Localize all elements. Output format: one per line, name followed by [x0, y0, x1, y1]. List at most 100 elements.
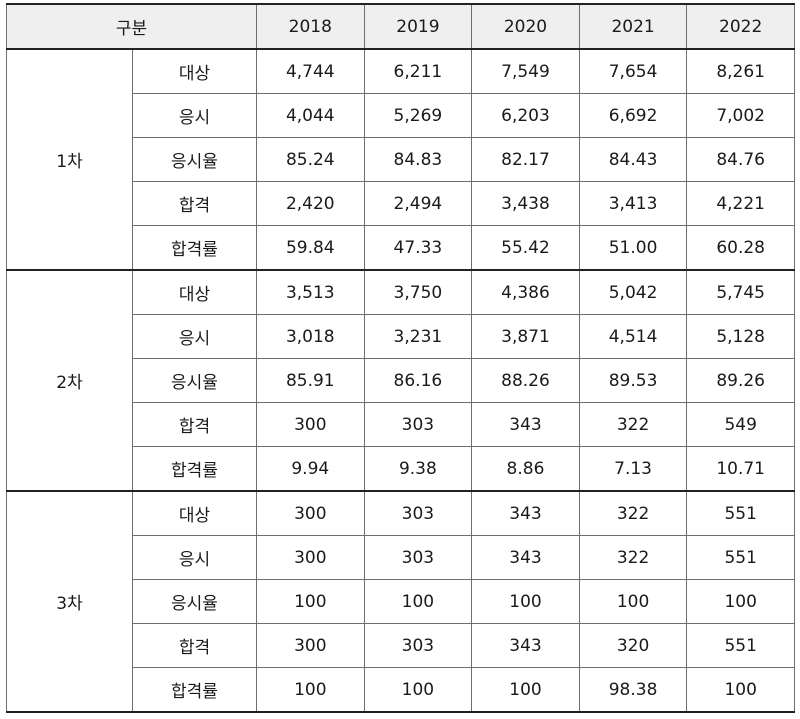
- group-label: 3차: [6, 490, 133, 713]
- table-cell: 303: [363, 490, 473, 536]
- table-cell: 100: [471, 579, 580, 624]
- table-row: 합격 300 303 343 322 549: [7, 402, 795, 447]
- table-cell: 549: [686, 402, 795, 447]
- table-cell: 343: [471, 535, 580, 580]
- table-cell: 3,750: [363, 269, 473, 315]
- row-label: 대상: [132, 269, 257, 315]
- table-cell: 6,211: [363, 48, 473, 94]
- table-cell: 322: [578, 535, 688, 580]
- table-cell: 85.24: [256, 137, 365, 182]
- table-cell: 6,203: [471, 93, 580, 138]
- table-cell: 320: [578, 623, 688, 668]
- row-label: 합격: [132, 181, 257, 226]
- table-cell: 51.00: [578, 225, 688, 271]
- row-label: 응시율: [132, 579, 257, 624]
- table-cell: 322: [578, 402, 688, 447]
- table-row: 합격률 59.84 47.33 55.42 51.00 60.28: [7, 225, 795, 271]
- table-cell: 551: [686, 623, 795, 668]
- table-cell: 89.26: [686, 358, 795, 403]
- table-row: 응시 300 303 343 322 551: [7, 535, 795, 580]
- table-cell: 100: [471, 667, 580, 713]
- header-year: 2021: [578, 3, 688, 50]
- table-cell: 300: [256, 490, 365, 536]
- table-cell: 55.42: [471, 225, 580, 271]
- table-cell: 82.17: [471, 137, 580, 182]
- table-cell: 59.84: [256, 225, 365, 271]
- table-cell: 98.38: [578, 667, 688, 713]
- table-cell: 85.91: [256, 358, 365, 403]
- table-cell: 5,745: [686, 269, 795, 315]
- table-cell: 47.33: [363, 225, 473, 271]
- row-label: 응시율: [132, 137, 257, 182]
- table-row: 합격 300 303 343 320 551: [7, 623, 795, 668]
- table-cell: 303: [363, 623, 473, 668]
- table-cell: 84.76: [686, 137, 795, 182]
- table-cell: 9.94: [256, 446, 365, 492]
- table-row: 응시율 100 100 100 100 100: [7, 579, 795, 624]
- table-cell: 2,420: [256, 181, 365, 226]
- table-cell: 100: [363, 667, 473, 713]
- table-cell: 100: [686, 579, 795, 624]
- table-cell: 5,269: [363, 93, 473, 138]
- table-cell: 89.53: [578, 358, 688, 403]
- table-cell: 7,654: [578, 48, 688, 94]
- table-cell: 343: [471, 402, 580, 447]
- table-cell: 5,042: [578, 269, 688, 315]
- row-label: 대상: [132, 490, 257, 536]
- row-label: 응시: [132, 93, 257, 138]
- header-year: 2018: [256, 3, 365, 50]
- header-row: 구분 2018 2019 2020 2021 2022: [6, 3, 795, 50]
- table-cell: 303: [363, 402, 473, 447]
- table-row: 합격 2,420 2,494 3,438 3,413 4,221: [7, 181, 795, 226]
- table-cell: 6,692: [578, 93, 688, 138]
- row-label: 합격률: [132, 446, 257, 492]
- table-cell: 84.83: [363, 137, 473, 182]
- table-cell: 100: [256, 667, 365, 713]
- table-cell: 100: [256, 579, 365, 624]
- table-cell: 4,044: [256, 93, 365, 138]
- table-row: 응시율 85.24 84.83 82.17 84.43 84.76: [7, 137, 795, 182]
- row-label: 합격: [132, 402, 257, 447]
- table-cell: 86.16: [363, 358, 473, 403]
- table-cell: 303: [363, 535, 473, 580]
- table-row: 3차 대상 300 303 343 322 551: [6, 490, 795, 713]
- group-label: 2차: [6, 269, 133, 492]
- row-label: 합격률: [132, 667, 257, 713]
- table-cell: 4,386: [471, 269, 580, 315]
- table-body: 1차 대상 4,744 6,211 7,549 7,654 8,261 응시 4,044 5,26…: [6, 48, 795, 713]
- row-label: 응시: [132, 314, 257, 359]
- table-row: 합격률 100 100 100 98.38 100: [7, 667, 795, 713]
- header-year: 2022: [686, 3, 795, 50]
- table-row: 응시율 85.91 86.16 88.26 89.53 89.26: [7, 358, 795, 403]
- table-cell: 100: [578, 579, 688, 624]
- table-cell: 551: [686, 535, 795, 580]
- group-label: 1차: [6, 48, 133, 271]
- header-year: 2020: [471, 3, 580, 50]
- table-cell: 3,413: [578, 181, 688, 226]
- table-cell: 100: [363, 579, 473, 624]
- table-cell: 3,513: [256, 269, 365, 315]
- table-cell: 5,128: [686, 314, 795, 359]
- table-row: 합격률 9.94 9.38 8.86 7.13 10.71: [7, 446, 795, 492]
- table-cell: 9.38: [363, 446, 473, 492]
- table-cell: 551: [686, 490, 795, 536]
- table-cell: 300: [256, 623, 365, 668]
- table-cell: 2,494: [363, 181, 473, 226]
- table-row: 1차 대상 4,744 6,211 7,549 7,654 8,261: [6, 48, 795, 271]
- table-row: 응시 4,044 5,269 6,203 6,692 7,002: [7, 93, 795, 138]
- table-cell: 4,514: [578, 314, 688, 359]
- table-cell: 3,438: [471, 181, 580, 226]
- table-cell: 322: [578, 490, 688, 536]
- row-label: 대상: [132, 48, 257, 94]
- row-label: 합격: [132, 623, 257, 668]
- table-cell: 4,744: [256, 48, 365, 94]
- exam-statistics-table: 구분 2018 2019 2020 2021 2022 1차 대상 4,744 6,2…: [6, 3, 795, 713]
- table-row: 2차 대상 3,513 3,750 4,386 5,042 5,745: [6, 269, 795, 492]
- table-cell: 10.71: [686, 446, 795, 492]
- table-cell: 3,231: [363, 314, 473, 359]
- row-label: 응시: [132, 535, 257, 580]
- table-cell: 60.28: [686, 225, 795, 271]
- table-cell: 8.86: [471, 446, 580, 492]
- table-cell: 4,221: [686, 181, 795, 226]
- table-cell: 300: [256, 402, 365, 447]
